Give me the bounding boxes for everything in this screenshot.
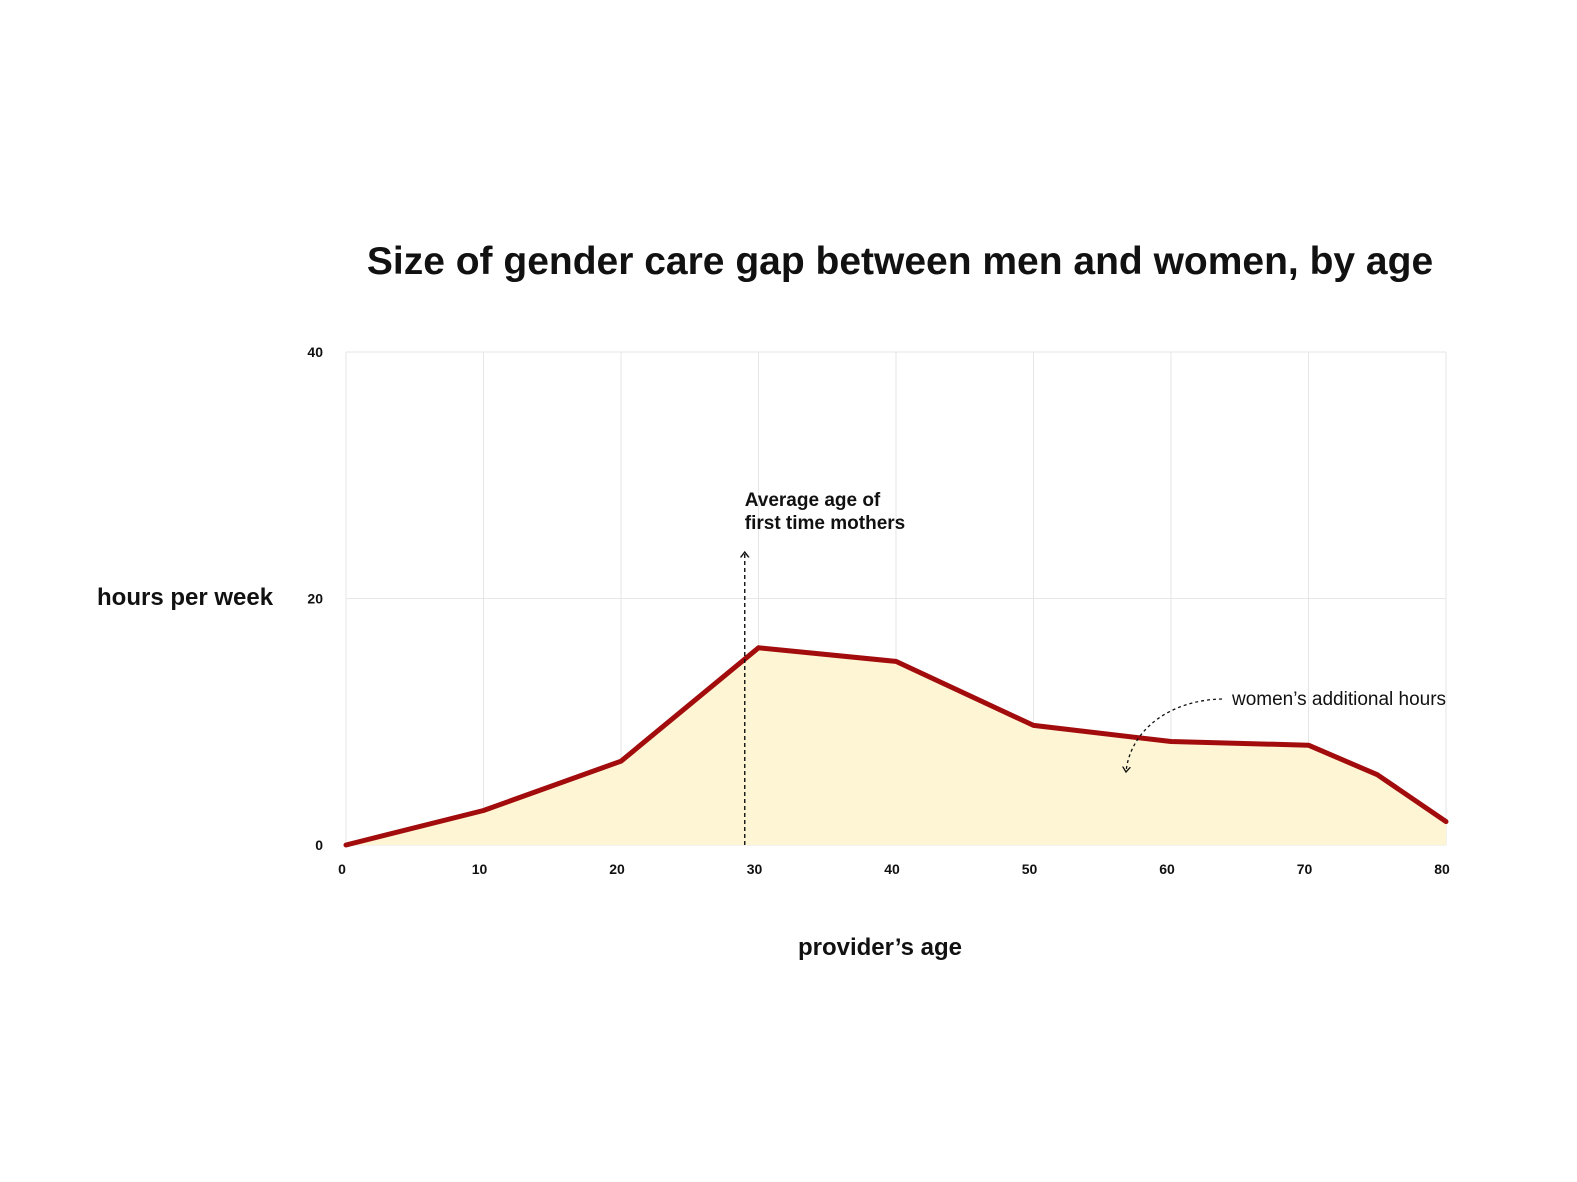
mother-age-annotation-line-2: first time mothers [745,513,905,534]
annotations: Average age of first time mothers women’… [745,490,1446,845]
x-tick-label: 60 [1159,861,1175,877]
x-tick-label: 0 [338,861,346,877]
y-tick-label: 20 [307,591,323,607]
x-tick-label: 50 [1022,861,1038,877]
mother-age-annotation-line-1: Average age of [745,490,881,511]
x-tick-label: 30 [747,861,763,877]
area-layer [343,645,1449,848]
series-area [346,647,1446,845]
x-axis-label: provider’s age [797,934,963,961]
additional-hours-annotation: women’s additional hours [1231,689,1446,710]
y-tick-label: 40 [307,344,323,360]
axis-ticks: 0 10 20 30 40 50 60 70 80 0 20 40 [307,344,1450,877]
x-tick-label: 20 [609,861,625,877]
x-tick-label: 70 [1297,861,1313,877]
y-tick-label: 0 [315,837,323,853]
x-tick-label: 10 [472,861,488,877]
x-tick-label: 40 [884,861,900,877]
chart-title: Size of gender care gap between men and … [366,240,1434,283]
series-line [343,645,1449,848]
y-axis-label: hours per week [97,584,274,611]
x-tick-label: 80 [1434,861,1450,877]
